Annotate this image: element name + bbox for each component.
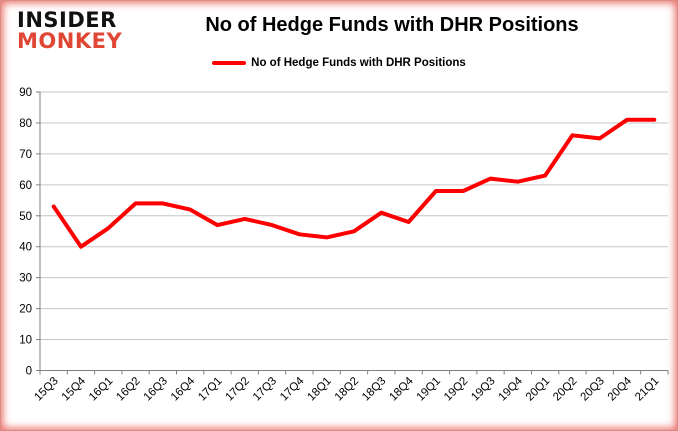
- x-axis-label: 20Q3: [578, 375, 606, 403]
- x-axis-label: 16Q1: [87, 375, 115, 403]
- x-axis-label: 16Q3: [142, 375, 170, 403]
- x-axis-label: 18Q4: [387, 375, 416, 404]
- svg-text:50: 50: [19, 211, 32, 223]
- insider-monkey-logo: INSIDER MONKEY: [17, 10, 122, 51]
- svg-text:10: 10: [19, 335, 32, 347]
- x-axis-label: 19Q1: [415, 375, 443, 403]
- x-axis-label: 17Q3: [251, 375, 279, 403]
- chart-title: No of Hedge Funds with DHR Positions: [205, 14, 579, 36]
- x-axis-label: 16Q2: [114, 375, 142, 403]
- svg-text:0: 0: [26, 366, 32, 378]
- legend-line-swatch-icon: [212, 61, 247, 65]
- x-axis-label: 19Q2: [442, 375, 470, 403]
- x-axis-label: 17Q2: [224, 375, 252, 403]
- x-axis-label: 18Q2: [333, 375, 361, 403]
- chart-legend: No of Hedge Funds with DHR Positions: [1, 57, 677, 69]
- series-line: [51, 117, 657, 249]
- x-axis-label: 19Q3: [469, 375, 497, 403]
- svg-text:40: 40: [19, 242, 32, 254]
- x-axis-label: 17Q4: [278, 375, 307, 404]
- logo-line-monkey: MONKEY: [17, 28, 123, 53]
- x-axis-label: 21Q1: [633, 375, 661, 403]
- x-axis-label: 20Q2: [551, 375, 579, 403]
- x-axis-label: 20Q1: [524, 375, 552, 403]
- svg-text:60: 60: [19, 180, 32, 192]
- x-axis-label: 16Q4: [169, 375, 198, 404]
- svg-text:20: 20: [19, 304, 32, 316]
- svg-text:30: 30: [19, 273, 32, 285]
- x-axis-label: 17Q1: [196, 375, 224, 403]
- x-axis-label: 20Q4: [606, 375, 635, 404]
- x-axis-label: 15Q4: [60, 375, 89, 404]
- svg-text:80: 80: [19, 118, 32, 130]
- svg-text:70: 70: [19, 149, 32, 161]
- x-axis-label: 18Q1: [305, 375, 333, 403]
- legend-label: No of Hedge Funds with DHR Positions: [251, 57, 466, 69]
- svg-text:90: 90: [19, 87, 32, 99]
- x-axis-label: 18Q3: [360, 375, 388, 403]
- x-axis-label: 15Q3: [32, 375, 60, 403]
- x-axis-label: 19Q4: [497, 375, 526, 404]
- logo-line-insider: INSIDER: [17, 8, 117, 32]
